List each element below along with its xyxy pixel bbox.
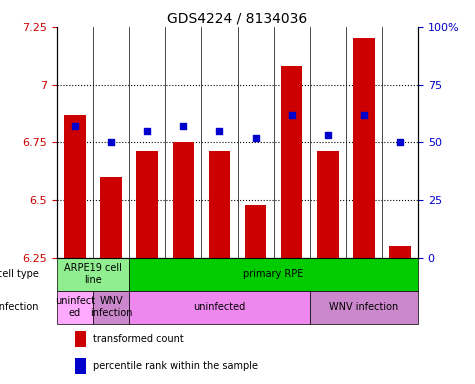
FancyBboxPatch shape [93, 291, 129, 324]
Point [396, 139, 404, 145]
Point [216, 127, 223, 134]
FancyBboxPatch shape [129, 291, 310, 324]
Text: WNV
infection: WNV infection [90, 296, 133, 318]
Text: infection: infection [0, 302, 39, 312]
Bar [64, 114, 86, 258]
Text: ARPE19 cell
line: ARPE19 cell line [64, 263, 122, 285]
Bar [317, 152, 339, 258]
Bar [281, 66, 303, 258]
Title: GDS4224 / 8134036: GDS4224 / 8134036 [167, 12, 308, 26]
Bar [389, 246, 411, 258]
Text: uninfected: uninfected [193, 302, 246, 312]
Bar [75, 358, 86, 374]
Text: WNV infection: WNV infection [329, 302, 399, 312]
Point [360, 111, 368, 118]
Point [180, 123, 187, 129]
Point [143, 127, 151, 134]
Text: transformed count: transformed count [93, 334, 184, 344]
Text: cell type: cell type [0, 269, 39, 279]
FancyBboxPatch shape [129, 258, 418, 291]
Bar [245, 205, 266, 258]
Bar [136, 152, 158, 258]
Text: primary RPE: primary RPE [243, 269, 304, 279]
Point [71, 123, 79, 129]
Bar [353, 38, 375, 258]
Bar [209, 152, 230, 258]
FancyBboxPatch shape [310, 291, 418, 324]
FancyBboxPatch shape [57, 258, 129, 291]
Point [107, 139, 115, 145]
FancyBboxPatch shape [57, 291, 93, 324]
Point [324, 132, 332, 138]
Bar [172, 142, 194, 258]
Text: uninfect
ed: uninfect ed [55, 296, 95, 318]
Point [252, 134, 259, 141]
Text: percentile rank within the sample: percentile rank within the sample [93, 361, 258, 371]
Point [288, 111, 295, 118]
Bar [100, 177, 122, 258]
Bar [75, 331, 86, 347]
